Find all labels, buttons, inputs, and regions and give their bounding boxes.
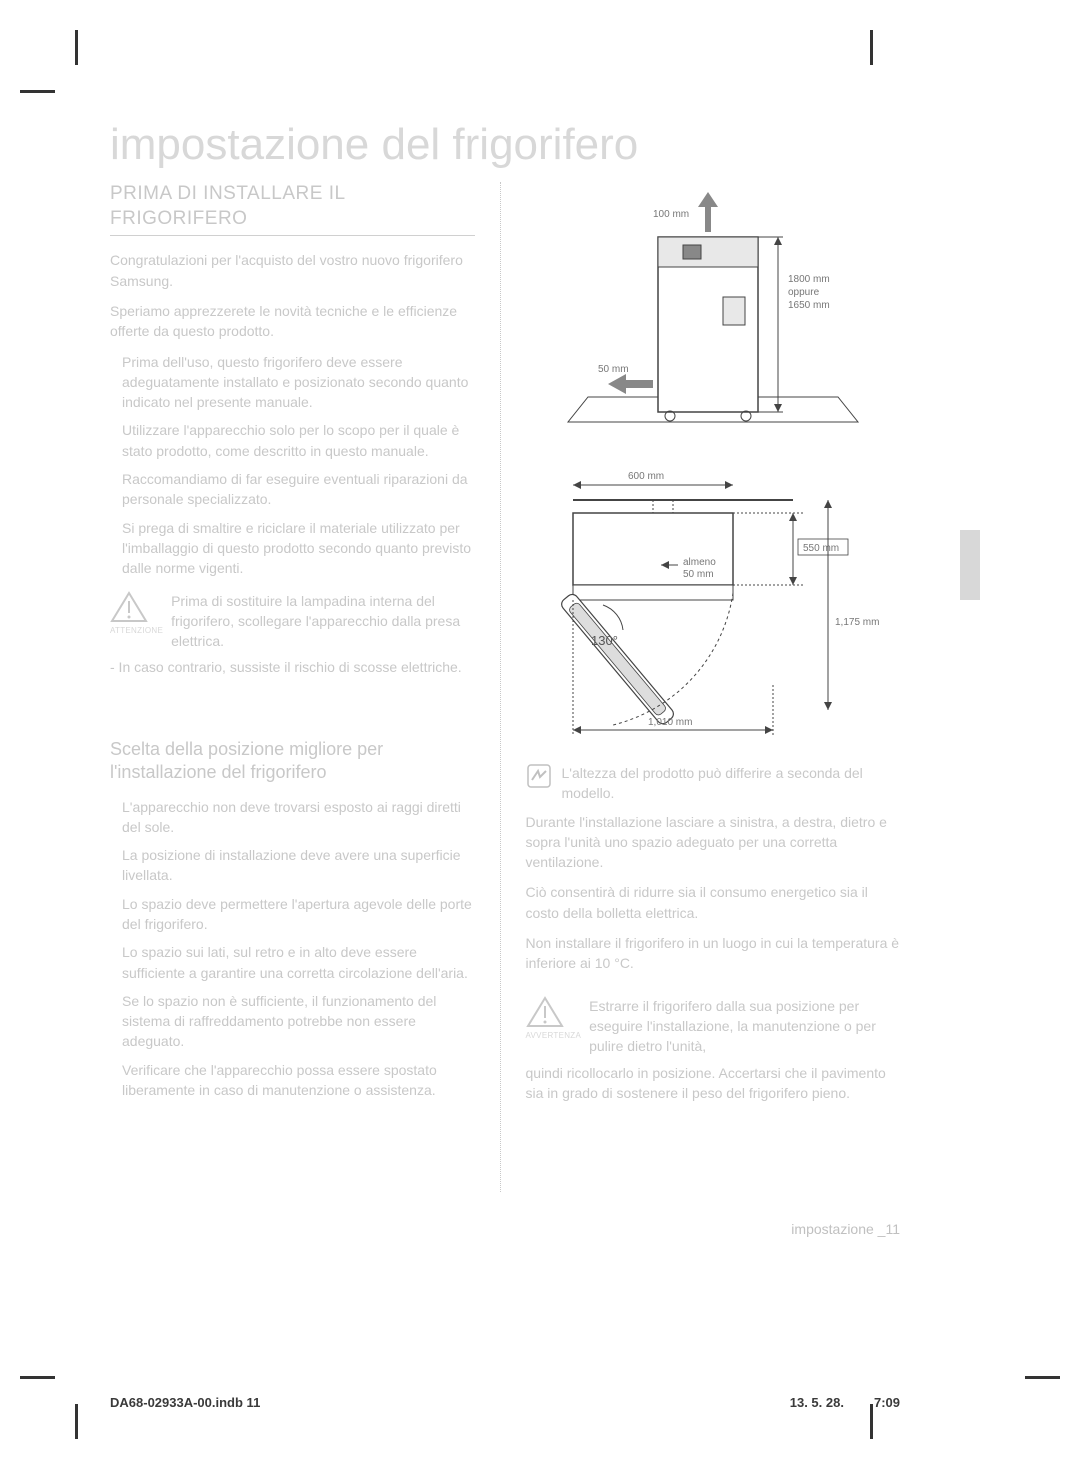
page-title: impostazione del frigorifero	[110, 120, 900, 170]
crop-mark	[20, 90, 55, 93]
bullet-text: Si prega di smaltire e riciclare il mate…	[110, 518, 475, 579]
dim-label: 600 mm	[628, 471, 664, 482]
bullet-text: Lo spazio sui lati, sul retro e in alto …	[110, 942, 475, 983]
sub-heading: Scelta della posizione migliore per l'in…	[110, 738, 475, 785]
warning-icon: AVVERTENZA	[526, 996, 582, 1040]
caution-block: ATTENZIONE Prima di sostituire la lampad…	[110, 591, 475, 652]
dim-label: 1800 mm	[788, 274, 830, 285]
warning-text: Estrarre il frigorifero dalla sua posizi…	[589, 996, 900, 1057]
print-footer: DA68-02933A-00.indb 11 13. 5. 28. 7:09	[110, 1395, 900, 1410]
warning-follow: quindi ricollocarlo in posizione. Accert…	[526, 1063, 901, 1104]
bullet-text: Utilizzare l'apparecchio solo per lo sco…	[110, 420, 475, 461]
column-left: PRIMA DI INSTALLARE IL FRIGORIFERO Congr…	[110, 182, 500, 1192]
dim-label: 1,175 mm	[835, 617, 879, 628]
dim-label: 130°	[591, 633, 618, 648]
note-text: L'altezza del prodotto può differire a s…	[562, 763, 901, 804]
body-text: Durante l'installazione lasciare a sinis…	[526, 812, 901, 873]
diagram-clearance-front: 100 mm 50 mm 1800 mm oppure 1650 mm	[526, 182, 901, 447]
side-tab	[960, 530, 980, 600]
dim-label: 50 mm	[683, 569, 714, 580]
crop-mark	[75, 30, 78, 65]
print-time: 7:09	[874, 1395, 900, 1410]
bullet-text: Raccomandiamo di far eseguire eventuali …	[110, 469, 475, 510]
crop-mark	[75, 1404, 78, 1439]
caution-follow: - In caso contrario, sussiste il rischio…	[110, 657, 475, 677]
caution-label: ATTENZIONE	[110, 626, 163, 635]
warning-block: AVVERTENZA Estrarre il frigorifero dalla…	[526, 996, 901, 1057]
dim-label: 550 mm	[803, 543, 839, 554]
warning-label: AVVERTENZA	[526, 1031, 582, 1040]
bullet-text: Lo spazio deve permettere l'apertura age…	[110, 894, 475, 935]
bullet-text: Se lo spazio non è sufﬁciente, il funzio…	[110, 991, 475, 1052]
dim-label: oppure	[788, 287, 820, 298]
intro-text: Congratulazioni per l'acquisto del vostr…	[110, 250, 475, 291]
print-file: DA68-02933A-00.indb 11	[110, 1395, 260, 1410]
body-text: Ciò consentirà di ridurre sia il consumo…	[526, 882, 901, 923]
dim-label: 1650 mm	[788, 300, 830, 311]
note-icon	[526, 763, 552, 789]
note-block: L'altezza del prodotto può differire a s…	[526, 763, 901, 804]
section-title: PRIMA DI INSTALLARE IL FRIGORIFERO	[110, 182, 475, 236]
caution-text: Prima di sostituire la lampadina interna…	[171, 591, 474, 652]
page-footer: impostazione _11	[791, 1221, 900, 1237]
bullet-text: L'apparecchio non deve trovarsi esposto …	[110, 797, 475, 838]
intro-text: Speriamo apprezzerete le novità tecniche…	[110, 301, 475, 342]
dim-label: 1,010 mm	[648, 717, 692, 728]
dim-label: 50 mm	[598, 364, 629, 375]
body-text: Non installare il frigorifero in un luog…	[526, 933, 901, 974]
bullet-text: Prima dell'uso, questo frigorifero deve …	[110, 352, 475, 413]
column-right: 100 mm 50 mm 1800 mm oppure 1650 mm	[501, 182, 901, 1192]
print-date: 13. 5. 28.	[790, 1395, 844, 1410]
bullet-text: La posizione di installazione deve avere…	[110, 845, 475, 886]
crop-mark	[870, 30, 873, 65]
crop-mark	[20, 1376, 55, 1379]
bullet-text: Veriﬁcare che l'apparecchio possa essere…	[110, 1060, 475, 1101]
dim-label: almeno	[683, 557, 716, 568]
diagram-clearance-top: 600 mm 550 mm almeno 50 mm	[526, 465, 901, 745]
dim-label: 100 mm	[653, 209, 689, 220]
caution-icon: ATTENZIONE	[110, 591, 163, 635]
crop-mark	[1025, 1376, 1060, 1379]
page-content: impostazione del frigorifero PRIMA DI IN…	[110, 120, 900, 1192]
